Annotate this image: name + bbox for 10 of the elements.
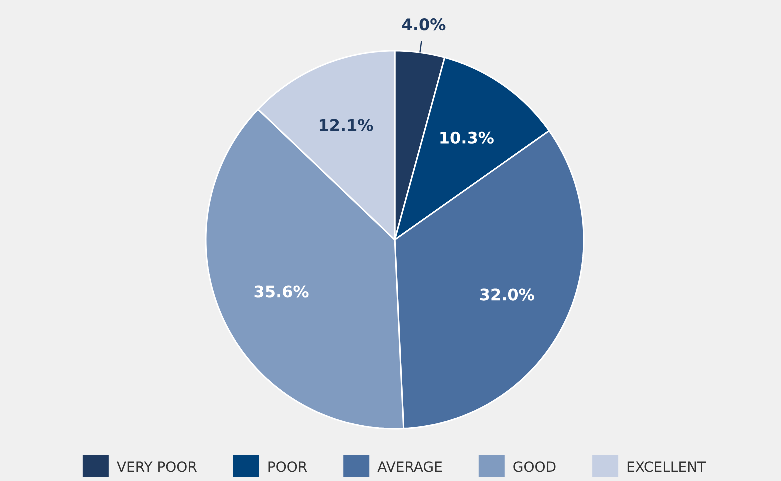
legend-label: VERY POOR [117, 462, 197, 472]
data-label: 12.1% [320, 119, 374, 132]
data-label: 32.0% [480, 288, 534, 301]
legend-label: GOOD [514, 462, 556, 472]
data-label: 4.0% [402, 18, 446, 31]
legend-label: AVERAGE [378, 462, 442, 472]
legend-label: POOR [268, 462, 308, 472]
data-label: 35.6% [254, 286, 309, 298]
data-label: 10.3% [440, 132, 494, 144]
legend-label: EXCELLENT [628, 462, 706, 472]
